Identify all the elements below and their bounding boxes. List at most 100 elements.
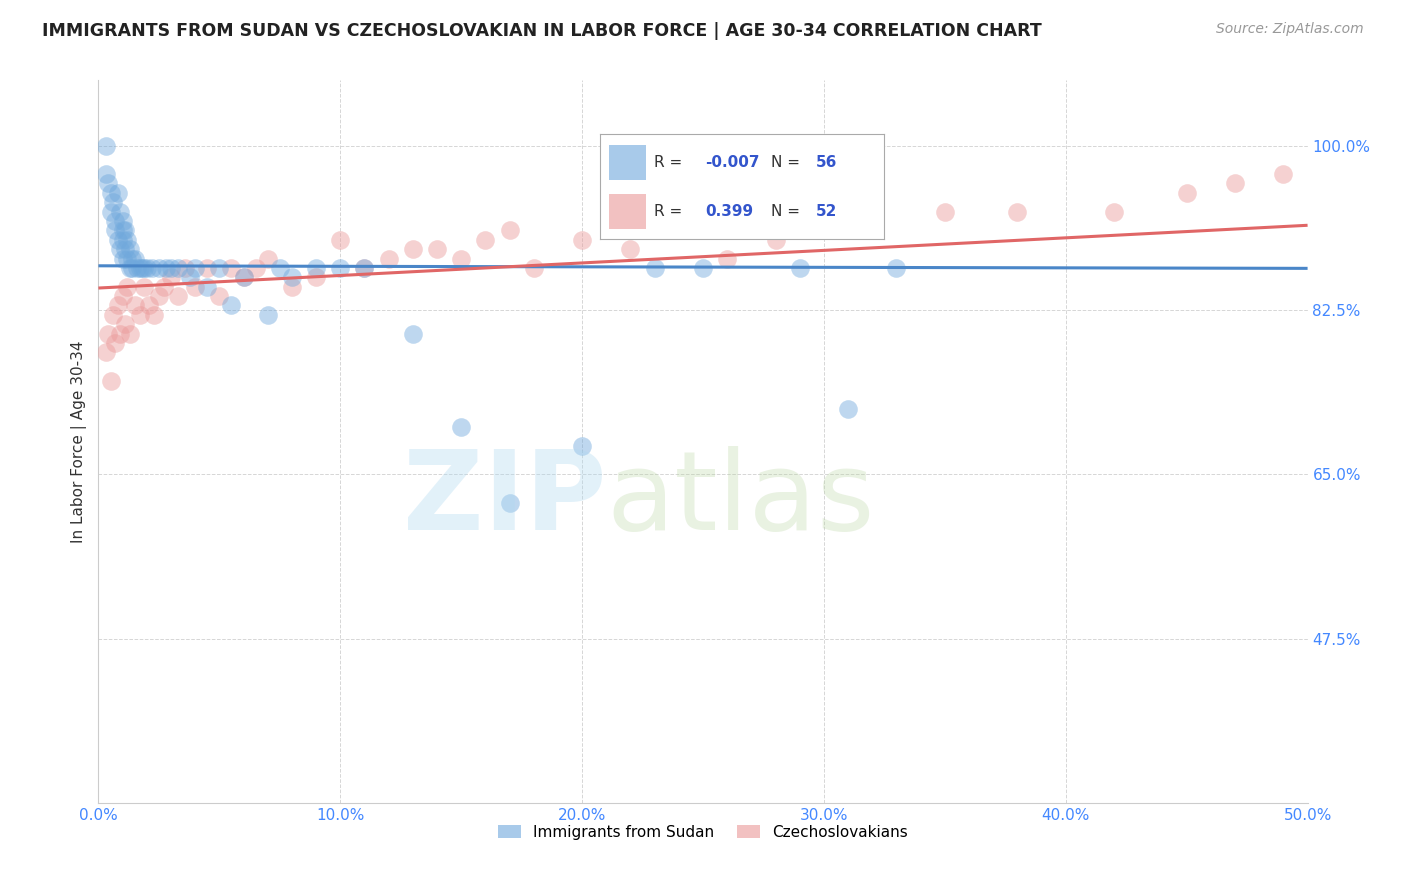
Point: [837, 401, 859, 416]
Point: [353, 260, 375, 275]
Point: [94, 345, 117, 359]
Point: [692, 260, 714, 275]
Point: [104, 336, 127, 351]
Point: [195, 279, 218, 293]
Point: [329, 233, 352, 247]
Point: [474, 233, 496, 247]
Point: [668, 223, 690, 237]
Text: IMMIGRANTS FROM SUDAN VS CZECHOSLOVAKIAN IN LABOR FORCE | AGE 30-34 CORRELATION : IMMIGRANTS FROM SUDAN VS CZECHOSLOVAKIAN…: [42, 22, 1042, 40]
Point: [117, 233, 139, 247]
Point: [765, 233, 787, 247]
Point: [232, 270, 254, 285]
Point: [232, 270, 254, 285]
Point: [571, 233, 593, 247]
Point: [121, 252, 143, 266]
Text: Source: ZipAtlas.com: Source: ZipAtlas.com: [1216, 22, 1364, 37]
Point: [100, 204, 122, 219]
Text: ZIP: ZIP: [404, 446, 606, 553]
Point: [160, 260, 183, 275]
Point: [174, 260, 197, 275]
Point: [1007, 204, 1029, 219]
Point: [1102, 204, 1125, 219]
Point: [1272, 167, 1295, 181]
Point: [101, 308, 124, 322]
Point: [281, 279, 304, 293]
Point: [644, 260, 666, 275]
Point: [523, 260, 546, 275]
Point: [104, 223, 127, 237]
Point: [141, 260, 163, 275]
Point: [160, 270, 183, 285]
Point: [131, 260, 153, 275]
Point: [101, 195, 124, 210]
Point: [111, 252, 134, 266]
Point: [256, 252, 278, 266]
Point: [450, 420, 472, 434]
Point: [789, 260, 811, 275]
Point: [107, 298, 129, 312]
Point: [305, 270, 328, 285]
Point: [108, 242, 131, 256]
Point: [184, 260, 207, 275]
Point: [97, 177, 120, 191]
Point: [281, 270, 304, 285]
Point: [114, 242, 136, 256]
Point: [108, 326, 131, 341]
Point: [450, 252, 472, 266]
Point: [184, 279, 207, 293]
Point: [128, 308, 150, 322]
Point: [127, 260, 149, 275]
Point: [716, 252, 738, 266]
Point: [111, 214, 134, 228]
Point: [104, 214, 127, 228]
Point: [353, 260, 375, 275]
Point: [118, 326, 141, 341]
Point: [134, 279, 156, 293]
Point: [100, 186, 122, 200]
Point: [245, 260, 267, 275]
Point: [256, 308, 278, 322]
Point: [97, 326, 120, 341]
Point: [813, 223, 835, 237]
Point: [208, 260, 231, 275]
Point: [498, 495, 520, 509]
Point: [1175, 186, 1198, 200]
Point: [195, 260, 218, 275]
Point: [117, 279, 139, 293]
Point: [1223, 177, 1246, 191]
Point: [111, 223, 134, 237]
Point: [134, 260, 156, 275]
Point: [619, 242, 641, 256]
Point: [221, 298, 243, 312]
Point: [426, 242, 449, 256]
Point: [886, 260, 908, 275]
Point: [107, 233, 129, 247]
Point: [221, 260, 243, 275]
Point: [179, 270, 201, 285]
Point: [571, 439, 593, 453]
Point: [135, 260, 157, 275]
Point: [94, 139, 117, 153]
Point: [118, 242, 141, 256]
Point: [138, 298, 160, 312]
Point: [329, 260, 352, 275]
Point: [128, 260, 150, 275]
Point: [269, 260, 291, 275]
Point: [152, 279, 174, 293]
Point: [124, 298, 146, 312]
Point: [377, 252, 399, 266]
Point: [305, 260, 328, 275]
Point: [111, 289, 134, 303]
Text: atlas: atlas: [606, 446, 875, 553]
Point: [121, 260, 143, 275]
Point: [111, 233, 134, 247]
Point: [148, 260, 170, 275]
Point: [117, 252, 139, 266]
Point: [402, 326, 425, 341]
Point: [107, 186, 129, 200]
Point: [100, 374, 122, 388]
Point: [108, 204, 131, 219]
Point: [208, 289, 231, 303]
Point: [167, 260, 190, 275]
Point: [155, 260, 177, 275]
